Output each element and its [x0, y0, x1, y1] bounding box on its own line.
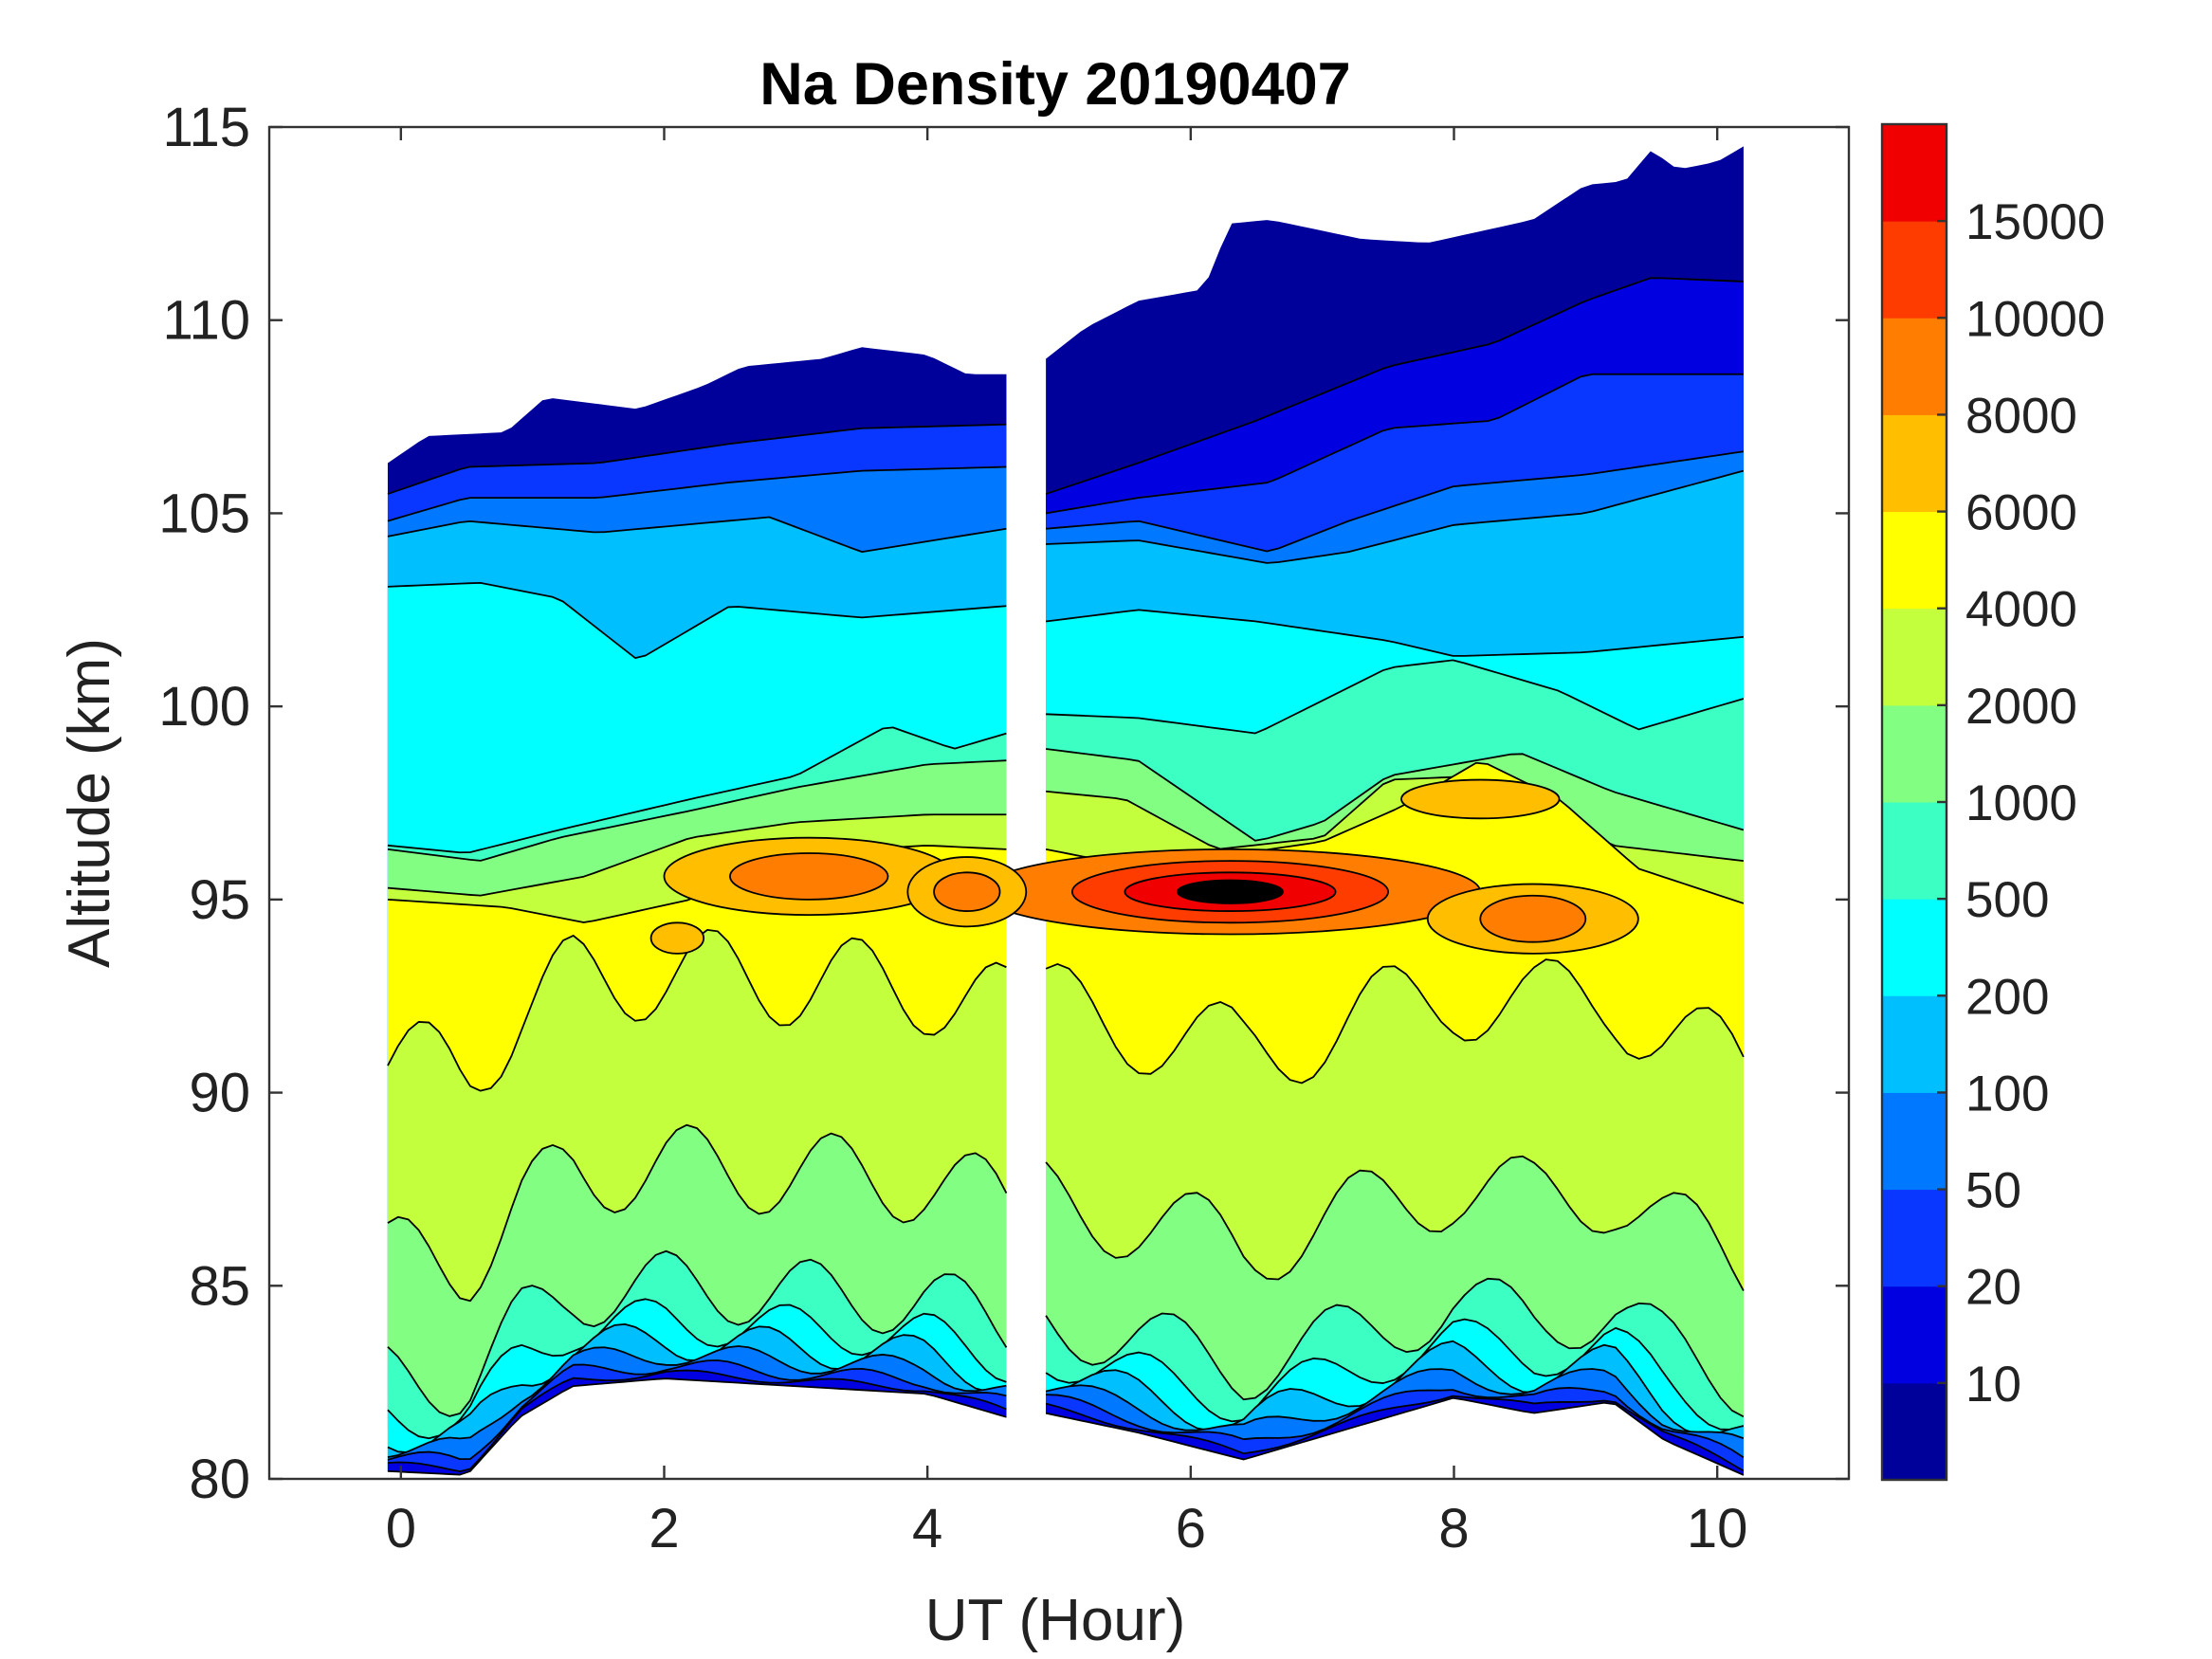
lower-contour-5 [1045, 1318, 1745, 1431]
density-peak-4-level-11 [1479, 894, 1587, 943]
contour-line-500 [387, 726, 1007, 854]
colorbar-tick-label: 500 [1965, 872, 2049, 928]
lower-band-1 [387, 1370, 1007, 1475]
colorbar-bin [1882, 318, 1947, 415]
colorbar-tick-label: 15000 [1965, 194, 2105, 250]
colorbar-bin [1882, 124, 1947, 222]
x-tick-label: 6 [1176, 1498, 1206, 1559]
density-peak-5-level-10 [649, 921, 705, 955]
x-tick-label: 8 [1438, 1498, 1469, 1559]
density-peak-2-level-11 [933, 871, 1001, 912]
y-axis: 80 85 90 95 100 105 110 115 [158, 97, 1849, 1510]
x-axis-label: UT (Hour) [925, 1588, 1185, 1653]
lower-contour-2 [387, 1359, 1007, 1461]
plot-frame [267, 125, 1851, 1481]
lower-contour-3 [387, 1345, 1007, 1458]
contour-line-200 [387, 582, 1007, 659]
x-axis: 0 2 4 6 8 10 [386, 127, 1748, 1559]
contour-fill-area [387, 146, 1745, 1476]
colorbar-tick-label: 20 [1965, 1260, 2021, 1316]
lower-band-1 [1046, 1395, 1744, 1475]
lower-contour-6 [1045, 1277, 1745, 1418]
lower-contour-8 [1045, 958, 1745, 1085]
colorbar-tick-label: 10000 [1965, 291, 2105, 347]
colorbar-tick-label: 8000 [1965, 388, 2077, 444]
y-tick-label: 80 [189, 1449, 250, 1510]
x-tick-label: 2 [649, 1498, 679, 1559]
colorbar-bin [1882, 802, 1947, 900]
colorbar-bin [1882, 414, 1947, 513]
contour-line-50 [1046, 450, 1745, 553]
lower-contour-7 [1045, 1155, 1745, 1292]
colorbar: 10 20 50 100 200 500 1000 2000 4000 6000 8000 10000… [1880, 122, 2105, 1482]
y-tick-label: 110 [163, 290, 250, 352]
contour-line-1000 [387, 759, 1007, 862]
density-peak-0-level-14 [1177, 879, 1284, 904]
lower-contour-1 [387, 1369, 1007, 1473]
bottom-edge-line [1045, 1396, 1745, 1476]
contour-line-1000 [1046, 748, 1745, 842]
colorbar-bin [1882, 511, 1947, 610]
colorbar-bin [1882, 704, 1947, 803]
contour-line-500 [1046, 659, 1745, 735]
colorbar-bin [1882, 608, 1947, 706]
lower-contour-7 [387, 1123, 1008, 1303]
y-tick-label: 95 [189, 869, 250, 931]
contour-line-2000 [1046, 775, 1745, 863]
contour-line-100 [1046, 469, 1745, 564]
density-peak-3-level-10 [1400, 778, 1561, 820]
y-tick-label: 85 [189, 1255, 250, 1317]
lower-contour-5 [387, 1298, 1007, 1440]
colorbar-bin [1882, 899, 1947, 996]
x-tick-label: 0 [386, 1498, 416, 1559]
bottom-edge-line [387, 1377, 1007, 1476]
lower-contour-2 [1046, 1387, 1745, 1459]
colorbar-bin [1882, 1285, 1947, 1384]
lower-contour-1 [1045, 1395, 1745, 1472]
contour-line-20 [1045, 373, 1744, 515]
colorbar-tick-label: 1000 [1965, 775, 2077, 831]
contour-line-2000 [387, 813, 1007, 897]
contour-line-50 [387, 465, 1007, 522]
colorbar-bin [1882, 1092, 1947, 1191]
x-tick-label: 10 [1687, 1498, 1748, 1559]
y-tick-label: 90 [189, 1063, 250, 1124]
colorbar-bin [1882, 1382, 1947, 1481]
colorbar-bin [1882, 995, 1947, 1093]
y-tick-label: 100 [158, 676, 250, 738]
lower-contour-3 [1045, 1368, 1745, 1440]
contour-line-100 [387, 516, 1007, 553]
colorbar-bin [1882, 1189, 1947, 1287]
y-tick-label: 105 [158, 483, 250, 544]
chart-title: Na Density 20190407 [759, 51, 1350, 118]
contour-line-200 [1046, 609, 1745, 657]
colorbar-tick-label: 200 [1965, 969, 2049, 1025]
colorbar-tick-label: 100 [1965, 1066, 2049, 1121]
x-tick-label: 4 [912, 1498, 942, 1559]
y-tick-label: 115 [163, 97, 250, 158]
lower-contour-6 [387, 1249, 1008, 1417]
colorbar-tick-label: 50 [1965, 1163, 2021, 1219]
colorbar-tick-label: 4000 [1965, 582, 2077, 638]
y-axis-label: Altitude (km) [57, 638, 122, 968]
colorbar-tick-label: 6000 [1965, 485, 2077, 541]
contour-line-10 [1045, 277, 1744, 495]
colorbar-bin [1882, 221, 1947, 319]
colorbar-tick-label: 2000 [1965, 679, 2077, 735]
contour-line-20 [387, 423, 1007, 495]
density-peak-1-level-11 [729, 852, 889, 901]
colorbar-tick-label: 10 [1965, 1357, 2021, 1413]
